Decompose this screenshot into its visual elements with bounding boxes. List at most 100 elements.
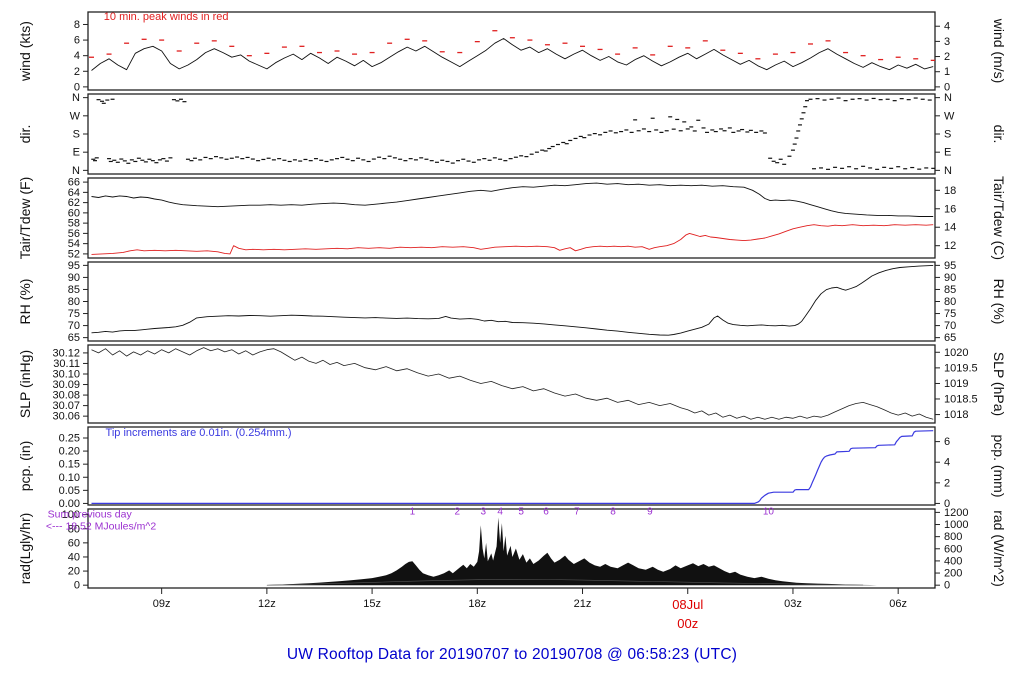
wind-frame (87, 11, 936, 91)
rad-right-tick-label: 1200 (944, 507, 968, 519)
panel-pcp: 0.000.050.100.150.20 0.25 0 2 4 6 pcp. (in) pcp… (17, 426, 1007, 510)
rad-hour-marker-2: 2 (455, 506, 461, 517)
dir-left-axis-title: dir. (17, 125, 33, 144)
pcp-left-tick-label: 0.20 (59, 446, 80, 458)
rh-right-tick-label: 85 (944, 284, 956, 296)
wind-left-tick-label: 4 (74, 50, 80, 62)
wind-right-tick-label: 1 (944, 66, 950, 78)
tair-series (91, 182, 934, 255)
dir-left-tick-label: E (73, 147, 80, 159)
rad-hour-marker-8: 8 (610, 506, 616, 517)
tair-right-tick-label: 12 (944, 240, 956, 252)
tair-left-tick-label: 54 (68, 238, 80, 250)
slp-left-tick-label: 30.12 (52, 347, 80, 359)
wind-right-tick-label: 2 (944, 51, 950, 63)
wind-right-tick-label: 4 (944, 21, 950, 33)
tair-left-tick-label: 64 (68, 187, 80, 199)
rad-right-tick-label: 400 (944, 555, 962, 567)
rad-left-tick-label: 40 (68, 551, 80, 563)
pcp-note: Tip increments are 0.01in. (0.254mm.) (106, 427, 292, 439)
wind-series (89, 30, 935, 71)
x-axis: 09z 12z 15z 18z 21z 08Jul 00z 03z 06z (153, 588, 907, 631)
pcp-right-tick-label: 2 (944, 477, 950, 489)
pcp-right-tick-label: 6 (944, 436, 950, 448)
slp-left-tick-label: 30.06 (52, 411, 80, 423)
rh-left-tick-label: 80 (68, 296, 80, 308)
rad-right-axis-title: rad (W/m^2) (991, 510, 1007, 587)
x-tick-18z: 18z (468, 598, 486, 610)
tair-frame (87, 177, 936, 259)
pcp-left-tick-label: 0.25 (59, 432, 80, 444)
rad-right-tick-label: 0 (944, 580, 950, 592)
slp-right-tick-label: 1019 (944, 378, 968, 390)
slp-left-tick-label: 30.07 (52, 400, 80, 412)
figure-title: UW Rooftop Data for 20190707 to 20190708… (286, 646, 738, 663)
wind-right-axis-title: wind (m/s) (991, 18, 1007, 84)
tair-left-tick-label: 66 (68, 177, 80, 189)
x-tick-00z: 00z (677, 616, 698, 631)
rh-right-tick-label: 70 (944, 320, 956, 332)
tair-right-tick-label: 14 (944, 222, 956, 234)
rad-hour-marker-5: 5 (518, 506, 524, 517)
tair-left-tick-label: 62 (68, 197, 80, 209)
slp-series (91, 347, 934, 420)
tair-left-tick-label: 52 (68, 248, 80, 260)
rh-series (91, 264, 934, 336)
dir-right-tick-label: N (944, 92, 952, 104)
dir-series (91, 97, 935, 170)
slp-left-tick-label: 30.09 (52, 379, 80, 391)
rad-right-tick-label: 200 (944, 568, 962, 580)
wind-speed-line (91, 38, 934, 71)
relative-humidity-line (91, 264, 934, 336)
tair-left-tick-label: 56 (68, 228, 80, 240)
dir-left-tick-label: W (70, 110, 81, 122)
rh-right-tick-label: 95 (944, 260, 956, 272)
slp-left-tick-label: 30.10 (52, 368, 80, 380)
rh-frame (87, 261, 936, 342)
dir-right-tick-label: S (944, 129, 951, 141)
x-tick-15z: 15z (363, 598, 381, 610)
panel-rad: 020406080100020040060080010001200rad(Lgl… (17, 506, 1007, 591)
rh-left-tick-label: 90 (68, 272, 80, 284)
tair-left-tick-label: 60 (68, 207, 80, 219)
rh-left-tick-label: 70 (68, 320, 80, 332)
rh-left-tick-label: 65 (68, 332, 80, 344)
wind-left-axis-title: wind (kts) (17, 21, 33, 82)
slp-left-tick-label: 30.11 (53, 358, 80, 370)
slp-frame (87, 344, 936, 424)
slp-right-tick-label: 1019.5 (944, 362, 978, 374)
slp-left-axis-title: SLP (inHg) (17, 350, 33, 418)
pcp-left-tick-label: 0.00 (59, 498, 80, 510)
panel-wind: 0 2 4 6 8 0 1 2 3 4 wind (kts) wind (m/s) 10 min. pe… (17, 11, 1007, 94)
x-tick-08Jul: 08Jul (672, 597, 703, 612)
tair-right-tick-label: 16 (944, 203, 956, 215)
wind-left-tick-label: 2 (74, 66, 80, 78)
previous-day-sum-curve-line (266, 579, 864, 586)
rad-hour-marker-1: 1 (410, 506, 416, 517)
rad-mj-note: <--- 18.52 MJoules/m^2 (46, 520, 156, 532)
rad-right-tick-label: 1000 (944, 519, 968, 531)
rh-right-tick-label: 90 (944, 272, 956, 284)
rad-series (266, 517, 878, 586)
slp-right-tick-label: 1020 (944, 347, 968, 359)
rh-right-tick-label: 75 (944, 308, 956, 320)
sea-level-pressure-line (91, 347, 934, 420)
wind-right-tick-label: 3 (944, 36, 950, 48)
wind-left-tick-label: 6 (74, 35, 80, 47)
tair-right-axis-title: Tair/Tdew (C) (991, 176, 1007, 260)
precipitation-line (91, 430, 934, 504)
pcp-left-axis-title: pcp. (in) (17, 441, 33, 492)
x-tick-21z: 21z (574, 598, 592, 610)
rh-right-tick-label: 65 (944, 332, 956, 344)
tair-left-tick-label: 58 (68, 218, 80, 230)
x-tick-12z: 12z (258, 598, 276, 610)
x-tick-03z: 03z (784, 598, 802, 610)
rh-left-tick-label: 85 (68, 284, 80, 296)
rad-hour-marker-6: 6 (543, 506, 549, 517)
slp-right-axis-title: SLP (hPa) (991, 352, 1007, 416)
pcp-left-tick-label: 0.15 (59, 459, 80, 471)
rad-sum-note: Sum previous day (48, 508, 133, 520)
rad-hour-marker-4: 4 (497, 506, 503, 517)
